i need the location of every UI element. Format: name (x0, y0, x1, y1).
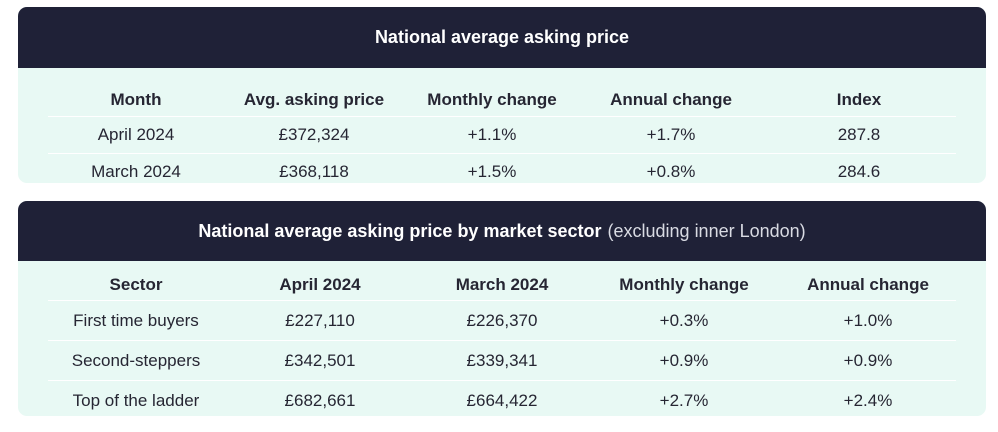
column-header-annual-change: Annual change (807, 274, 929, 294)
table-cell: +1.0% (843, 310, 893, 330)
table-row: March 2024 £368,118 +1.5% +0.8% 284.6 (48, 154, 956, 183)
market-sector-title: National average asking price by market … (198, 220, 602, 241)
table-cell: £664,422 (466, 390, 538, 410)
table-row: Second-steppers £342,501 £339,341 +0.9% … (48, 341, 956, 381)
table-cell: +0.3% (659, 310, 709, 330)
table-cell: +2.7% (659, 390, 709, 410)
table-cell: £682,661 (284, 390, 356, 410)
table-header-row: Month Avg. asking price Monthly change A… (48, 83, 956, 117)
column-header-april-2024: April 2024 (279, 274, 361, 294)
asking-price-title: National average asking price (374, 27, 630, 47)
table-cell: 284.6 (837, 162, 881, 181)
asking-price-card: National average asking price Month Avg.… (18, 7, 986, 183)
column-header-march-2024: March 2024 (455, 274, 549, 294)
table-cell: +1.1% (467, 125, 517, 144)
table-header-row: Sector April 2024 March 2024 Monthly cha… (48, 269, 956, 301)
table-cell: April 2024 (97, 125, 175, 144)
market-sector-subtitle: (excluding inner London) (607, 220, 806, 241)
table-cell: Second-steppers (71, 350, 201, 370)
table-cell: +1.5% (467, 162, 517, 181)
table-cell: +0.9% (843, 350, 893, 370)
table-cell: £372,324 (278, 125, 350, 144)
table-row: Top of the ladder £682,661 £664,422 +2.7… (48, 381, 956, 416)
column-header-monthly-change: Monthly change (427, 89, 557, 109)
table-cell: +0.9% (659, 350, 709, 370)
table-cell: £226,370 (466, 310, 538, 330)
market-sector-card-header: National average asking price by market … (18, 201, 986, 261)
table-cell: +1.7% (646, 125, 696, 144)
column-header-sector: Sector (109, 274, 163, 294)
table-cell: £227,110 (285, 310, 355, 330)
table-cell: £339,341 (466, 350, 538, 370)
table-cell: Top of the ladder (72, 390, 200, 410)
column-header-monthly-change: Monthly change (619, 274, 749, 294)
asking-price-table: Month Avg. asking price Monthly change A… (48, 83, 956, 183)
market-sector-table: Sector April 2024 March 2024 Monthly cha… (48, 269, 956, 416)
table-cell: +2.4% (843, 390, 893, 410)
column-header-annual-change: Annual change (610, 89, 732, 109)
market-sector-card: National average asking price by market … (18, 201, 986, 416)
table-cell: March 2024 (91, 162, 181, 181)
table-cell: +0.8% (646, 162, 696, 181)
column-header-month: Month (110, 89, 162, 109)
column-header-index: Index (836, 89, 882, 109)
table-cell: 287.8 (837, 125, 881, 144)
table-row: April 2024 £372,324 +1.1% +1.7% 287.8 (48, 117, 956, 154)
table-cell: £342,501 (284, 350, 356, 370)
table-cell: First time buyers (73, 310, 199, 330)
table-cell: £368,118 (279, 162, 349, 181)
asking-price-card-header: National average asking price (18, 7, 986, 68)
table-row: First time buyers £227,110 £226,370 +0.3… (48, 301, 956, 341)
column-header-avg-asking-price: Avg. asking price (243, 89, 385, 109)
